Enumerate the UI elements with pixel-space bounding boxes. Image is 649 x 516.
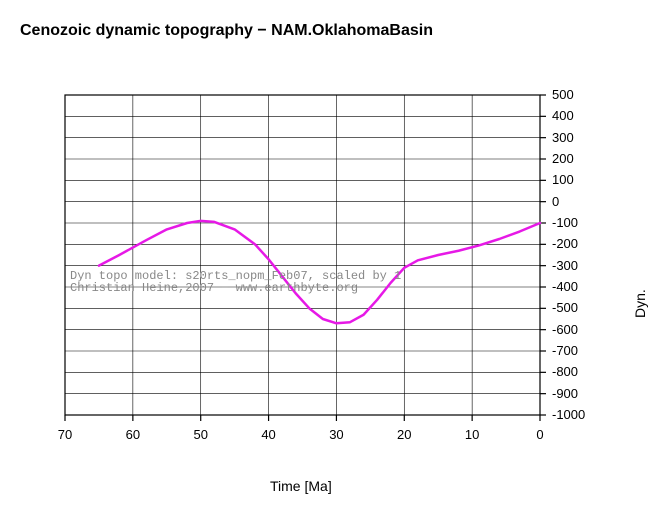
- x-tick-label: 50: [191, 427, 211, 442]
- y-tick-label: -200: [552, 236, 578, 251]
- x-tick-label: 0: [530, 427, 550, 442]
- x-tick-label: 40: [259, 427, 279, 442]
- chart-container: { "chart": { "type": "line", "title": "C…: [0, 0, 649, 516]
- x-tick-label: 60: [123, 427, 143, 442]
- y-tick-label: -500: [552, 300, 578, 315]
- y-tick-label: 500: [552, 87, 574, 102]
- annotation-text: Christian Heine,2007 − www.earthbyte.org: [70, 281, 358, 295]
- x-tick-label: 20: [394, 427, 414, 442]
- y-tick-label: -700: [552, 343, 578, 358]
- x-tick-label: 70: [55, 427, 75, 442]
- y-tick-label: -1000: [552, 407, 585, 422]
- y-tick-label: 200: [552, 151, 574, 166]
- y-tick-label: -100: [552, 215, 578, 230]
- x-tick-label: 10: [462, 427, 482, 442]
- y-tick-label: -400: [552, 279, 578, 294]
- y-tick-label: -800: [552, 364, 578, 379]
- y-tick-label: -900: [552, 386, 578, 401]
- y-tick-label: 300: [552, 130, 574, 145]
- y-tick-label: -300: [552, 258, 578, 273]
- x-tick-label: 30: [326, 427, 346, 442]
- y-tick-label: 400: [552, 108, 574, 123]
- y-tick-label: -600: [552, 322, 578, 337]
- y-tick-label: 100: [552, 172, 574, 187]
- y-tick-label: 0: [552, 194, 559, 209]
